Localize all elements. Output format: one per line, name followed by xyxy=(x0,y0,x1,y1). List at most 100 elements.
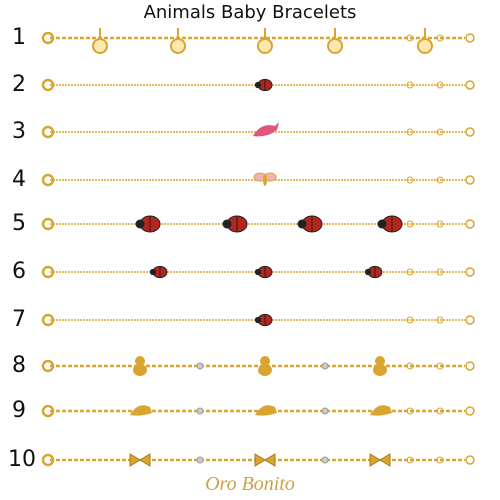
charm xyxy=(257,28,273,54)
body xyxy=(133,364,147,376)
ring xyxy=(436,220,444,228)
ladybug-head xyxy=(254,268,262,276)
clasp xyxy=(41,359,55,373)
charm xyxy=(369,453,391,467)
ring xyxy=(436,316,444,324)
end-ring xyxy=(465,267,475,277)
ring xyxy=(436,128,444,136)
ring xyxy=(436,268,444,276)
end-ring xyxy=(465,315,475,325)
ladybug-head xyxy=(297,219,307,229)
charm-outline xyxy=(417,38,433,54)
ladybug-head xyxy=(222,219,232,229)
body xyxy=(263,174,267,186)
ladybug-head xyxy=(149,268,157,276)
charm-outline xyxy=(92,38,108,54)
ring xyxy=(406,362,414,370)
charm xyxy=(254,313,273,327)
charm xyxy=(258,356,272,376)
charm-outline xyxy=(170,38,186,54)
row-number: 7 xyxy=(12,307,26,332)
ring xyxy=(436,34,444,42)
body xyxy=(373,364,387,376)
ladybug-head xyxy=(364,268,372,276)
ring xyxy=(436,456,444,464)
end-ring xyxy=(465,33,475,43)
ring xyxy=(406,407,414,415)
head xyxy=(260,356,270,366)
charm xyxy=(327,28,343,54)
brand: Oro Bonito xyxy=(205,473,295,495)
charm xyxy=(92,28,108,54)
charm xyxy=(222,215,248,233)
row-number: 2 xyxy=(12,72,26,97)
row-number: 10 xyxy=(8,447,36,472)
ring xyxy=(406,34,414,42)
charm xyxy=(170,28,186,54)
ring xyxy=(406,220,414,228)
bow xyxy=(129,453,151,467)
charm xyxy=(254,265,273,279)
charm xyxy=(149,265,168,279)
row-number: 9 xyxy=(12,398,26,423)
ring xyxy=(406,81,414,89)
bead xyxy=(196,456,204,464)
clasp xyxy=(41,265,55,279)
charm xyxy=(253,172,277,186)
dolphin xyxy=(130,405,152,416)
charm xyxy=(377,215,403,233)
charm xyxy=(254,453,276,467)
clasp xyxy=(41,125,55,139)
dolphin xyxy=(255,405,277,416)
ladybug-head xyxy=(377,219,387,229)
ladybug-head xyxy=(254,81,262,89)
dolphin xyxy=(370,405,392,416)
ring xyxy=(406,316,414,324)
clasp xyxy=(41,453,55,467)
bead xyxy=(321,456,329,464)
row-number: 3 xyxy=(12,119,26,144)
head xyxy=(135,356,145,366)
end-ring xyxy=(465,455,475,465)
bead xyxy=(321,362,329,370)
charm xyxy=(370,405,392,416)
end-ring xyxy=(465,361,475,371)
charm-outline xyxy=(257,38,273,54)
clasp xyxy=(41,217,55,231)
ring xyxy=(436,407,444,415)
charm xyxy=(373,356,387,376)
clasp xyxy=(41,78,55,92)
row-number: 1 xyxy=(12,25,26,50)
ring xyxy=(406,176,414,184)
clasp xyxy=(41,173,55,187)
end-ring xyxy=(465,219,475,229)
charm xyxy=(135,215,161,233)
ring xyxy=(406,128,414,136)
dolphin xyxy=(253,122,279,137)
row-number: 4 xyxy=(12,167,26,192)
ring xyxy=(436,81,444,89)
bow xyxy=(369,453,391,467)
ladybug-head xyxy=(254,316,262,324)
bead xyxy=(196,362,204,370)
row-number: 5 xyxy=(12,211,26,236)
bead xyxy=(321,407,329,415)
clasp xyxy=(41,313,55,327)
clasp xyxy=(41,404,55,418)
charm xyxy=(364,265,383,279)
title: Animals Baby Bracelets xyxy=(144,2,357,23)
charm xyxy=(297,215,323,233)
ring xyxy=(406,456,414,464)
body xyxy=(258,364,272,376)
row-number: 6 xyxy=(12,259,26,284)
charm xyxy=(130,405,152,416)
ladybug-head xyxy=(135,219,145,229)
charm xyxy=(255,405,277,416)
row-number: 8 xyxy=(12,353,26,378)
charm xyxy=(417,28,433,54)
charm xyxy=(129,453,151,467)
charm xyxy=(254,78,273,92)
